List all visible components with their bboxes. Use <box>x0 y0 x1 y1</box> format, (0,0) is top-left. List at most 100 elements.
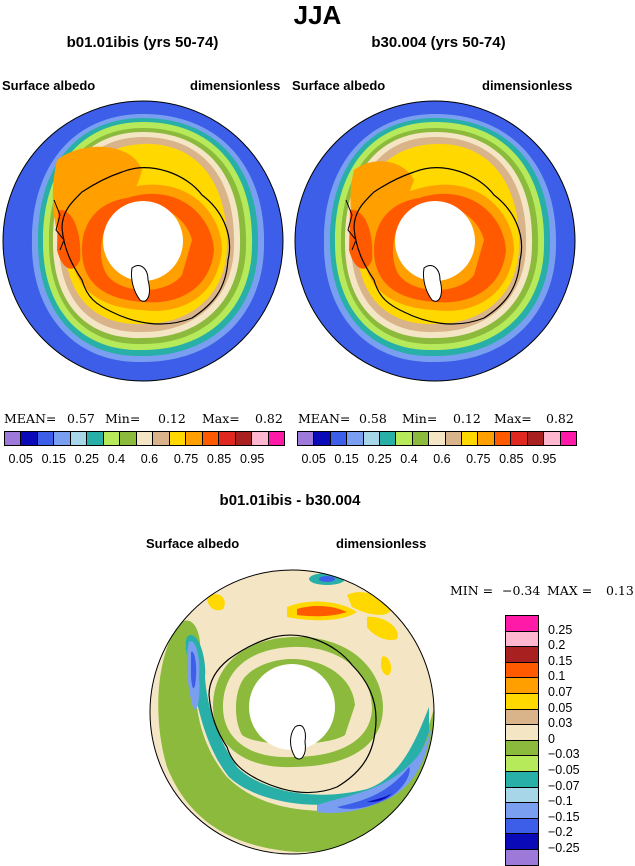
diff-colorbar-label: 0.2 <box>548 638 566 653</box>
diff-colorbar-swatch <box>506 616 538 632</box>
colorbar-tick-label: 0.4 <box>107 452 126 466</box>
right-albedo-map <box>294 100 576 382</box>
diff-colorbar-swatch <box>506 709 538 726</box>
colorbar-tick-label: 0.85 <box>499 452 524 466</box>
colorbar-swatch <box>380 432 397 445</box>
colorbar-swatch <box>70 432 88 445</box>
colorbar-swatch <box>268 432 284 445</box>
colorbar-swatch <box>429 432 446 445</box>
colorbar-swatch <box>153 432 170 445</box>
right-colorbar-labels: 0.05 0.15 0.25 0.4 0.6 0.75 0.85 0.95 <box>297 452 580 468</box>
diff-colorbar-swatch <box>506 647 538 663</box>
diff-colorbar-swatch <box>506 849 538 865</box>
colorbar-swatch <box>5 432 22 445</box>
colorbar-tick-label: 0.75 <box>173 452 199 466</box>
right-min-label: Min= <box>402 411 438 426</box>
diff-colorbar-swatch <box>506 771 538 788</box>
left-mean-value: 0.57 <box>67 411 95 426</box>
colorbar-tick-label: 0.05 <box>301 452 326 466</box>
colorbar-swatch <box>560 432 576 445</box>
left-colorbar <box>4 431 285 446</box>
right-units-label: dimensionless <box>482 78 573 93</box>
left-units-label: dimensionless <box>190 78 281 93</box>
right-mean-label: MEAN= <box>298 411 351 426</box>
diff-colorbar-label: 0.15 <box>548 653 573 668</box>
diff-colorbar-label: −0.25 <box>548 841 580 855</box>
left-colorbar-labels: 0.05 0.15 0.25 0.4 0.6 0.75 0.85 0.95 <box>4 452 287 468</box>
diff-colorbar <box>505 615 539 866</box>
colorbar-tick-label: 0.15 <box>41 452 66 466</box>
diff-colorbar-swatch <box>506 725 538 741</box>
colorbar-swatch <box>136 432 154 445</box>
colorbar-swatch <box>462 432 479 445</box>
right-min-value: 0.12 <box>453 411 481 426</box>
colorbar-tick-label: 0.85 <box>206 452 232 466</box>
colorbar-tick-label: 0.6 <box>140 452 159 466</box>
left-min-value: 0.12 <box>158 411 186 426</box>
left-mean-label: MEAN= <box>4 411 57 426</box>
colorbar-swatch <box>87 432 104 445</box>
left-min-label: Min= <box>105 411 141 426</box>
diff-colorbar-label: 0.07 <box>548 685 573 699</box>
colorbar-tick-label: 0.95 <box>239 452 265 466</box>
colorbar-swatch <box>235 432 253 445</box>
diff-colorbar-swatch <box>506 631 538 648</box>
colorbar-swatch <box>252 432 269 445</box>
colorbar-tick-label: 0.95 <box>532 452 557 466</box>
right-var-label: Surface albedo <box>292 78 386 93</box>
colorbar-swatch <box>202 432 220 445</box>
colorbar-swatch <box>544 432 561 445</box>
diff-var-label: Surface albedo <box>146 536 240 551</box>
diff-colorbar-swatch <box>506 693 538 710</box>
left-max-value: 0.82 <box>255 411 283 426</box>
diff-colorbar-label: −0.07 <box>548 778 580 793</box>
diff-colorbar-label: 0.03 <box>548 716 573 731</box>
diff-colorbar-label: 0.25 <box>548 622 573 637</box>
diff-max-label: MAX = <box>547 583 593 598</box>
colorbar-tick-label: 0.05 <box>8 452 33 466</box>
diff-colorbar-labels: 0.25 0.2 0.15 0.1 0.07 0.05 0.03 0 −0.03 −0.05 −0.… <box>548 615 628 855</box>
diff-colorbar-swatch <box>506 818 538 835</box>
right-mean-value: 0.58 <box>359 411 387 426</box>
colorbar-tick-label: 0.15 <box>334 452 359 466</box>
diff-min-label: MIN = <box>450 583 494 598</box>
left-albedo-map <box>2 100 284 382</box>
diff-colorbar-label: 0 <box>548 731 555 746</box>
diff-max-value: 0.13 <box>606 583 634 598</box>
colorbar-swatch <box>169 432 187 445</box>
colorbar-swatch <box>298 432 315 445</box>
colorbar-swatch <box>527 432 545 445</box>
colorbar-swatch <box>186 432 203 445</box>
colorbar-swatch <box>511 432 528 445</box>
diff-colorbar-label: 0.1 <box>548 669 566 684</box>
colorbar-swatch <box>314 432 331 445</box>
diff-colorbar-label: −0.1 <box>548 794 573 809</box>
colorbar-swatch <box>445 432 463 445</box>
diff-colorbar-label: −0.05 <box>548 763 580 777</box>
colorbar-swatch <box>494 432 512 445</box>
diff-colorbar-swatch <box>506 787 538 804</box>
colorbar-tick-label: 0.25 <box>74 452 99 466</box>
colorbar-swatch <box>37 432 55 445</box>
left-var-label: Surface albedo <box>2 78 96 93</box>
colorbar-tick-label: 0.25 <box>367 452 392 466</box>
colorbar-swatch <box>347 432 364 445</box>
diff-colorbar-swatch <box>506 756 538 772</box>
colorbar-tick-label: 0.6 <box>433 452 451 466</box>
colorbar-tick-label: 0.4 <box>400 452 418 466</box>
diff-panel-title: b01.01ibis - b30.004 <box>219 492 361 509</box>
colorbar-swatch <box>219 432 236 445</box>
colorbar-swatch <box>396 432 413 445</box>
diff-colorbar-label: 0.05 <box>548 700 573 715</box>
right-max-value: 0.82 <box>546 411 574 426</box>
diff-colorbar-swatch <box>506 740 538 757</box>
colorbar-swatch <box>54 432 71 445</box>
diff-colorbar-swatch <box>506 678 538 694</box>
colorbar-tick-label: 0.75 <box>466 452 491 466</box>
right-colorbar <box>297 431 577 446</box>
colorbar-swatch <box>363 432 381 445</box>
diff-colorbar-swatch <box>506 662 538 679</box>
diff-colorbar-swatch <box>506 834 538 850</box>
diff-colorbar-label: −0.15 <box>548 809 580 824</box>
left-max-label: Max= <box>202 411 240 426</box>
